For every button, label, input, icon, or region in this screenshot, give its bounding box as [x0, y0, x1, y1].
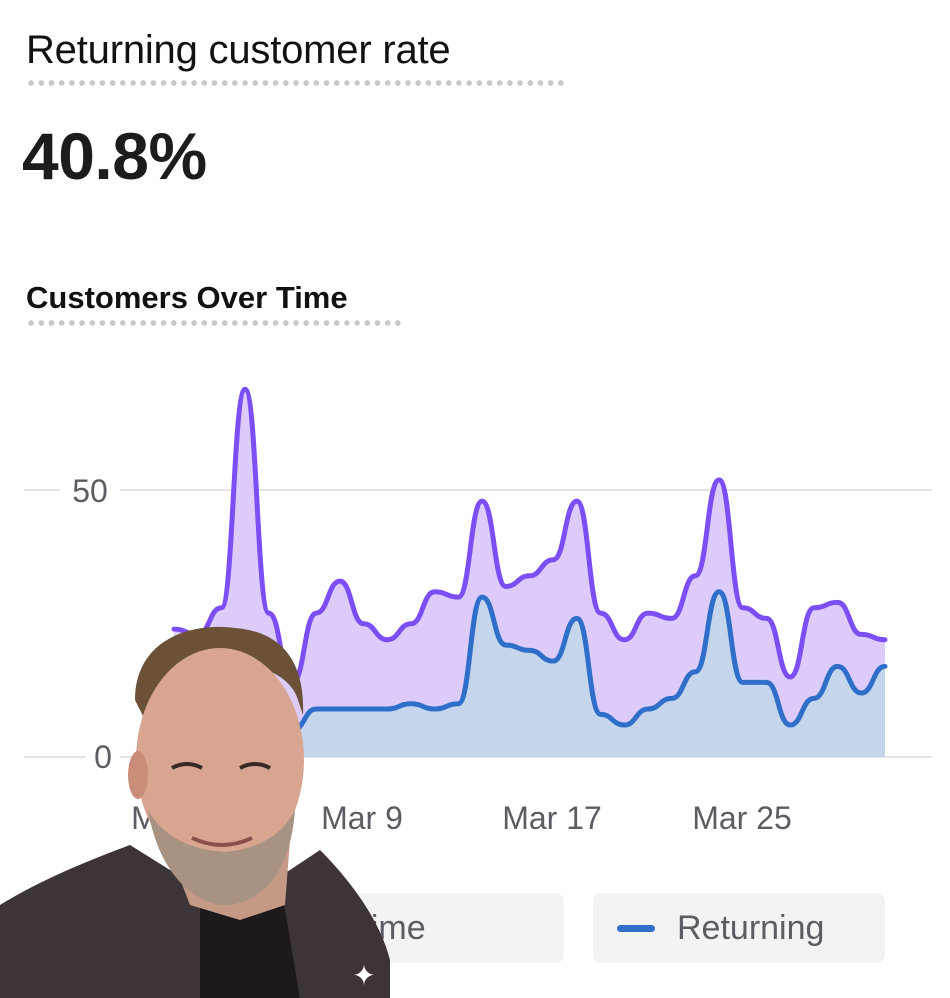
- hair: [135, 626, 304, 720]
- returning-swatch-icon: [617, 924, 655, 932]
- chart-title-underline: [26, 320, 401, 326]
- webcam-person-overlay: ✦: [0, 626, 390, 998]
- first-time-line[interactable]: [171, 386, 888, 685]
- metric-title[interactable]: Returning customer rate: [26, 28, 451, 72]
- x-tick-mar-25: Mar 25: [692, 800, 792, 836]
- y-tick-0: 0: [94, 739, 112, 775]
- y-tick-50: 50: [72, 473, 108, 509]
- x-tick-mar-9: Mar 9: [321, 800, 403, 836]
- metric-value: 40.8%: [22, 119, 207, 193]
- x-tick-mar-17: Mar 17: [502, 800, 602, 836]
- legend-returning[interactable]: Returning: [593, 893, 885, 963]
- sparkle-icon: ✦: [352, 959, 375, 992]
- face: [136, 648, 304, 872]
- beard: [148, 810, 295, 905]
- smile: [191, 836, 253, 847]
- customers-over-time-chart: 50 0: [24, 386, 932, 775]
- eyes: [171, 762, 271, 770]
- metric-title-underline: [26, 80, 568, 86]
- chart-title[interactable]: Customers Over Time: [26, 280, 348, 315]
- ear-left: [128, 751, 148, 799]
- legend-returning-label: Returning: [677, 908, 825, 947]
